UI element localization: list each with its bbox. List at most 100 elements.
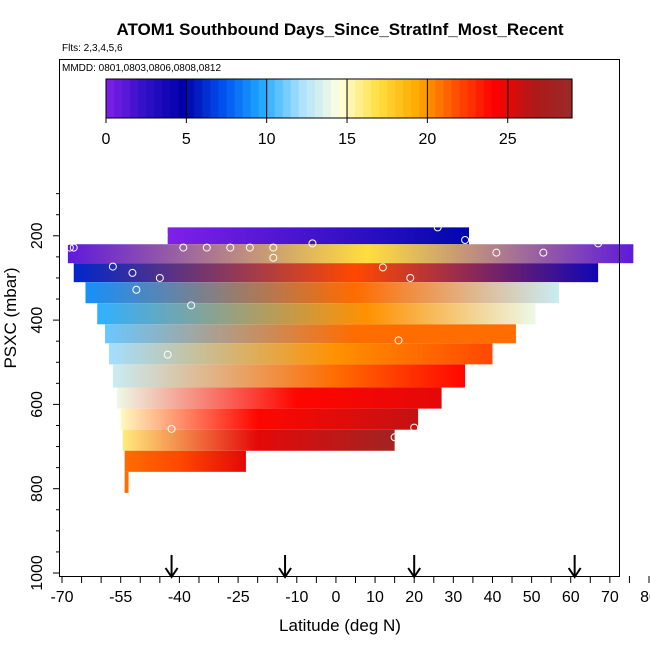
- heatmap-layers: [67, 227, 634, 493]
- heatmap-layer: [124, 450, 246, 472]
- x-tick-label: -10: [285, 589, 308, 606]
- colorbar-segment: [162, 79, 171, 118]
- sample-marker: [155, 273, 164, 282]
- colorbar-segment: [531, 79, 541, 118]
- colorbar-segment: [459, 79, 469, 118]
- colorbar-tick-label: 10: [258, 131, 276, 148]
- colorbar-tick-label: 25: [499, 131, 517, 148]
- colorbar-segment: [282, 79, 292, 118]
- colorbar-segment: [475, 79, 485, 118]
- sample-marker: [461, 236, 470, 245]
- y-axis-label: PSXC (mbar): [1, 267, 20, 368]
- sample-marker: [187, 301, 196, 310]
- colorbar-segment: [266, 79, 276, 118]
- colorbar-tick-label: 15: [338, 131, 356, 148]
- x-tick-label: -40: [168, 589, 191, 606]
- colorbar-segment: [507, 79, 517, 118]
- colorbar-segment: [186, 79, 195, 118]
- colorbar-segment: [339, 79, 348, 118]
- heatmap-layer: [73, 263, 599, 283]
- sample-markers: [65, 223, 603, 478]
- colorbar-segment: [306, 79, 316, 118]
- x-tick-label: 30: [444, 589, 462, 606]
- flight-arrow: [407, 555, 422, 579]
- colorbar-segment: [202, 79, 212, 118]
- colorbar-segment: [298, 79, 308, 118]
- colorbar-segment: [274, 79, 284, 118]
- sample-marker: [378, 263, 387, 272]
- colorbar-segment: [322, 79, 332, 118]
- colorbar-segment: [234, 79, 244, 118]
- heatmap-layer: [167, 227, 469, 245]
- sample-marker: [406, 273, 415, 282]
- colorbar-segment: [330, 79, 340, 118]
- x-tick-label: 40: [484, 589, 502, 606]
- heatmap-layer: [85, 282, 559, 304]
- colorbar-segment: [523, 79, 533, 118]
- sample-marker: [245, 243, 254, 252]
- x-tick-label: 80: [640, 589, 650, 606]
- colorbar-segment: [114, 79, 123, 118]
- sample-marker: [202, 243, 211, 252]
- sample-marker: [159, 230, 168, 239]
- colorbar-segment: [122, 79, 131, 118]
- flight-arrow: [567, 555, 582, 579]
- sample-marker: [167, 424, 176, 433]
- sample-marker: [410, 423, 419, 432]
- y-tick-label: 400: [29, 307, 46, 334]
- colorbar-segment: [194, 79, 204, 118]
- plot-frame: [59, 59, 620, 577]
- sample-marker: [128, 268, 137, 277]
- heatmap-layer: [116, 387, 442, 409]
- flight-arrow: [164, 555, 179, 579]
- heatmap-layer: [124, 471, 129, 493]
- colorbar-tick-label: 0: [102, 131, 111, 148]
- sample-marker: [539, 248, 548, 257]
- heatmap-layer: [120, 408, 419, 430]
- sample-marker: [433, 223, 442, 232]
- x-tick-label: -70: [50, 589, 73, 606]
- colorbar-segment: [539, 79, 549, 118]
- heatmap-layer: [108, 343, 493, 365]
- sample-marker: [108, 262, 117, 271]
- colorbar-segment: [130, 79, 139, 118]
- colorbar-segment: [138, 79, 147, 118]
- colorbar-segment: [210, 79, 220, 118]
- colorbar-segment: [355, 79, 364, 118]
- colorbar-tick-label: 5: [182, 131, 191, 148]
- colorbar-segment: [258, 79, 268, 118]
- colorbar-segment: [371, 79, 380, 118]
- colorbar-segment: [419, 79, 428, 118]
- y-tick-label: 1000: [29, 555, 46, 591]
- sample-marker: [492, 248, 501, 257]
- colorbar-segment: [387, 79, 396, 118]
- colorbar-segment: [555, 79, 565, 118]
- y-tick-label: 200: [29, 222, 46, 249]
- colorbar-segment: [379, 79, 388, 118]
- colorbar-segment: [242, 79, 252, 118]
- x-tick-label: 20: [405, 589, 423, 606]
- sample-marker: [269, 243, 278, 252]
- heatmap-layer: [122, 429, 395, 451]
- x-tick-label: 0: [331, 589, 340, 606]
- colorbar-segment: [467, 79, 477, 118]
- y-tick-label: 600: [29, 391, 46, 418]
- colorbar-segment: [427, 79, 437, 118]
- colorbar-segment: [363, 79, 372, 118]
- flights-subtitle: Flts: 2,3,4,5,6: [62, 43, 123, 54]
- colorbar-tick-label: 20: [418, 131, 436, 148]
- sample-marker: [69, 243, 78, 252]
- x-tick-label: -25: [227, 589, 250, 606]
- colorbar-segment: [395, 79, 404, 118]
- colorbar-segment: [499, 79, 509, 118]
- sample-marker: [116, 469, 125, 478]
- colorbar-segment: [491, 79, 501, 118]
- colorbar-segment: [451, 79, 461, 118]
- y-tick-label: 800: [29, 475, 46, 502]
- sample-marker: [269, 253, 278, 262]
- colorbar: 0 5 10 15 20 25: [102, 78, 573, 148]
- x-tick-label: -55: [109, 589, 132, 606]
- x-axis-label: Latitude (deg N): [279, 616, 401, 635]
- colorbar-segment: [314, 79, 324, 118]
